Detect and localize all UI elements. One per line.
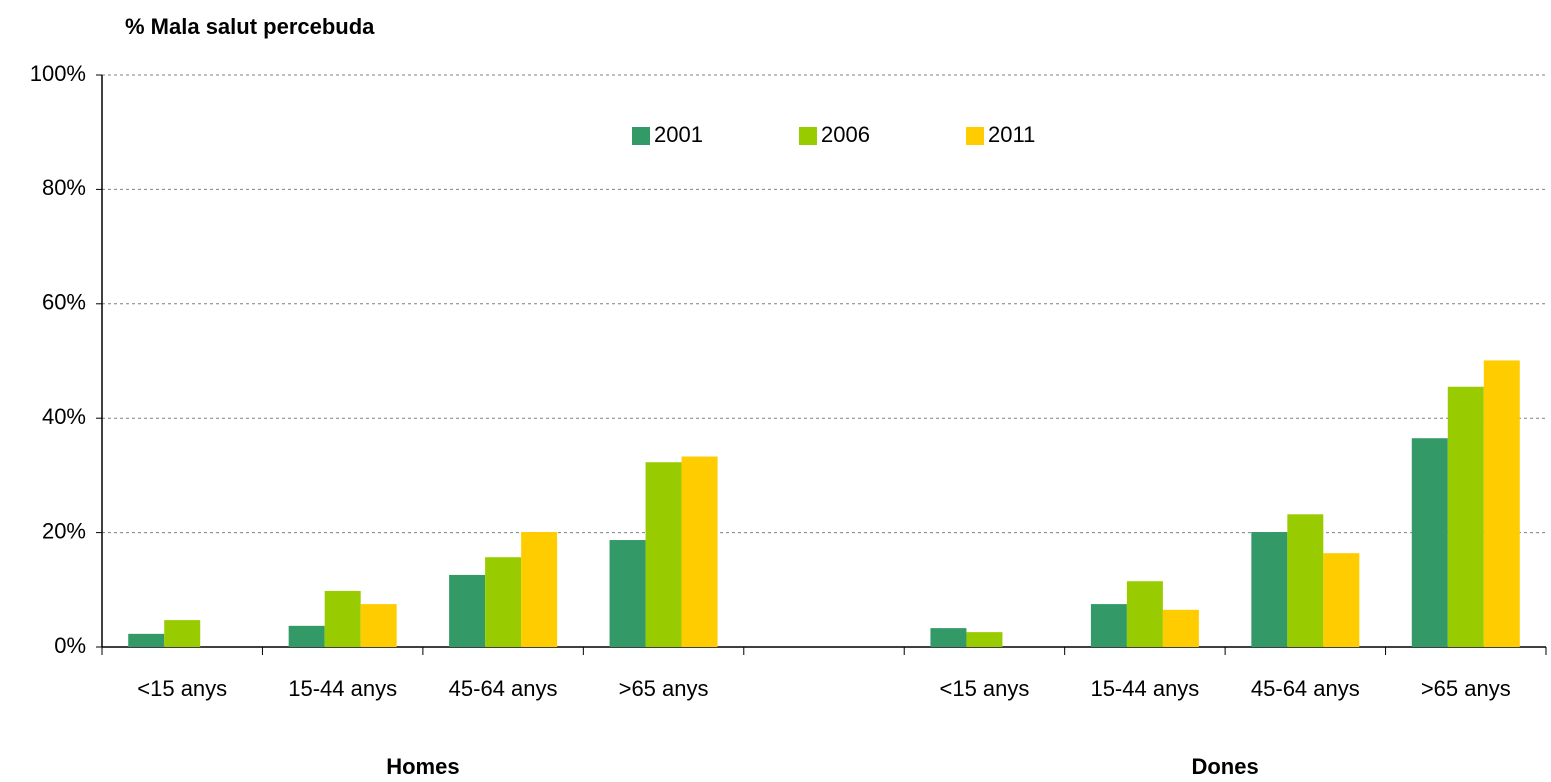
x-tick-label: 45-64 anys [1251,676,1360,701]
bar [128,633,165,647]
legend-label: 2011 [988,122,1035,147]
y-tick-label: 0% [54,633,86,658]
bar [164,620,201,647]
legend-swatch [799,127,817,145]
bar [1287,514,1324,647]
bar [1090,604,1127,647]
bar [966,632,1003,647]
x-tick-label: >65 anys [619,676,709,701]
bar [521,532,558,647]
group-label: Homes [386,754,459,779]
bar [1251,532,1288,647]
x-tick-label: 15-44 anys [288,676,397,701]
x-tick-label: >65 anys [1421,676,1511,701]
y-tick-label: 20% [42,518,86,543]
y-tick-label: 60% [42,290,86,315]
bar [1483,360,1520,647]
bar [485,557,522,647]
bar [1126,581,1163,647]
x-tick-label: <15 anys [137,676,227,701]
bar [1323,553,1360,647]
bar [930,628,967,647]
group-label: Dones [1191,754,1258,779]
bar [1162,609,1199,647]
legend-swatch [966,127,984,145]
x-tick-label: 15-44 anys [1090,676,1199,701]
bar [288,625,325,647]
chart-title: % Mala salut percebuda [125,14,375,39]
bar [324,590,361,647]
bar [449,574,486,647]
legend-label: 2006 [821,122,870,147]
legend-label: 2001 [654,122,703,147]
bar [360,604,397,647]
y-tick-label: 40% [42,404,86,429]
legend-swatch [632,127,650,145]
y-tick-label: 100% [30,61,86,86]
bar [609,540,646,647]
bar [645,462,682,647]
bar [681,456,718,647]
bar [1447,386,1484,647]
x-tick-label: 45-64 anys [449,676,558,701]
x-tick-label: <15 anys [939,676,1029,701]
y-tick-label: 80% [42,175,86,200]
bar [1411,438,1448,647]
